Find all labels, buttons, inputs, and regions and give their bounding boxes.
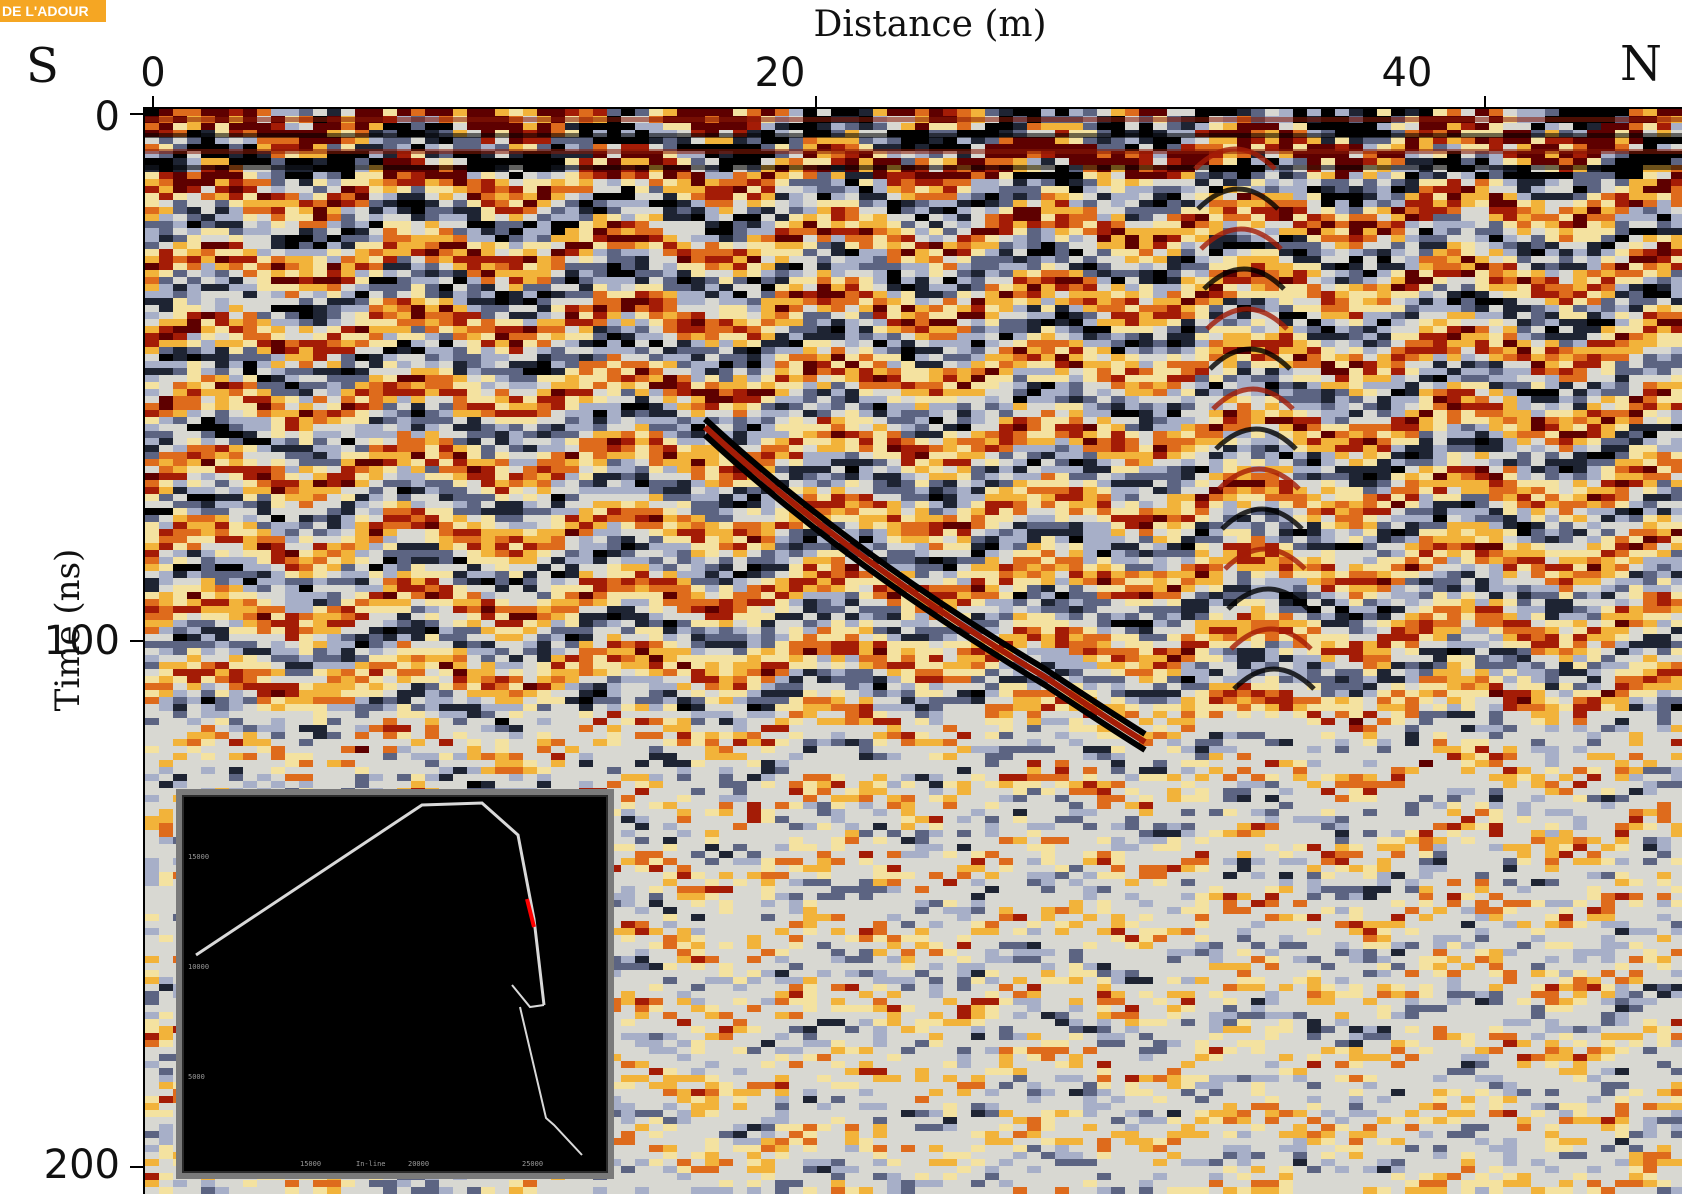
- location-map-inset: 15000 10000 5000 15000 In-line 20000 250…: [176, 789, 614, 1179]
- direction-south-label: S: [26, 38, 59, 94]
- inset-x-axis-title: In-line: [356, 1160, 386, 1168]
- x-axis-title: Distance (m): [813, 4, 1047, 45]
- x-tick-mark: [815, 96, 817, 108]
- survey-track-map: [195, 801, 583, 1156]
- current-profile-highlight: [525, 898, 536, 928]
- inset-x-tick: 25000: [522, 1160, 544, 1168]
- inset-x-tick: 20000: [408, 1160, 430, 1168]
- y-tick-mark: [130, 640, 144, 642]
- inset-y-tick: 15000: [188, 853, 210, 861]
- y-tick-mark: [130, 113, 144, 115]
- x-tick-label: 40: [1381, 50, 1433, 96]
- y-tick-label: 200: [43, 1142, 120, 1188]
- x-tick-mark: [152, 96, 154, 108]
- inset-y-tick: 5000: [188, 1073, 205, 1081]
- x-tick-label: 20: [754, 50, 806, 96]
- y-tick-label: 0: [94, 94, 120, 140]
- inset-x-tick: 15000: [300, 1160, 322, 1168]
- survey-track-line: [195, 801, 546, 1006]
- y-tick-label: 100: [43, 618, 120, 664]
- inset-y-tick: 10000: [188, 963, 210, 971]
- direction-north-label: N: [1620, 36, 1662, 92]
- x-tick-label: 0: [140, 50, 166, 96]
- institution-logo: DE L'ADOUR: [0, 0, 106, 22]
- survey-track-line: [519, 1006, 583, 1156]
- y-axis-title: Time (ns): [48, 548, 88, 712]
- x-tick-mark: [1484, 96, 1486, 108]
- y-tick-mark: [130, 1166, 144, 1168]
- survey-track-line: [511, 984, 545, 1009]
